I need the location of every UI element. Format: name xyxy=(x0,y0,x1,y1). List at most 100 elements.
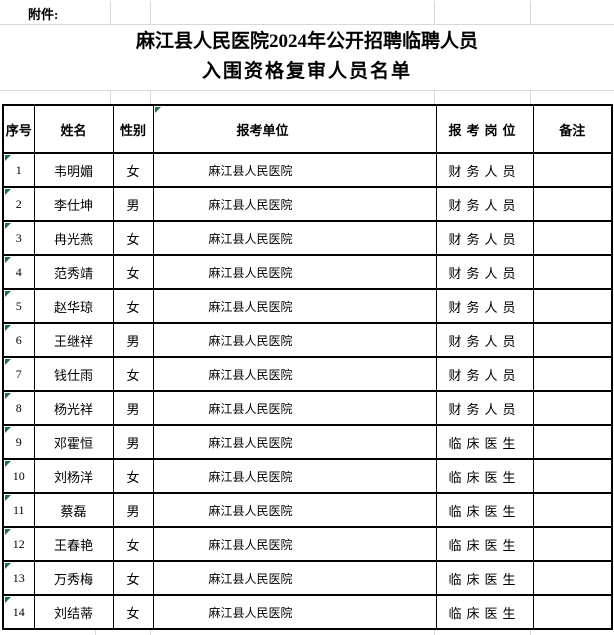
cell-name-value: 刘杨洋 xyxy=(53,469,93,485)
cell-position: 临床医生 xyxy=(435,458,534,494)
cell-unit-value: 麻江县人民医院 xyxy=(208,231,293,246)
cell-position-value: 临床医生 xyxy=(448,537,521,553)
cell-name: 刘杨洋 xyxy=(33,458,114,494)
cell-gender-value: 女 xyxy=(126,299,140,315)
gridline xyxy=(434,1,435,24)
gridline xyxy=(95,629,96,635)
cell-remark xyxy=(532,288,613,324)
gridline xyxy=(0,24,614,25)
cell-unit: 麻江县人民医院 xyxy=(152,356,437,392)
cell-position: 财务人员 xyxy=(435,152,534,188)
cell-name-value: 王春艳 xyxy=(53,537,93,553)
cell-gender: 男 xyxy=(112,390,154,426)
cell-no: 9 xyxy=(2,424,35,460)
cell-gender: 女 xyxy=(112,220,154,256)
cell-gender-value: 男 xyxy=(126,197,140,213)
cell-name: 赵华琼 xyxy=(33,288,114,324)
cell-position-value: 财务人员 xyxy=(448,197,521,213)
cell-remark xyxy=(532,390,613,426)
cell-error-indicator-icon xyxy=(5,461,11,467)
cell-unit: 麻江县人民医院 xyxy=(152,186,437,222)
attachment-label: 附件: xyxy=(28,7,59,22)
cell-name: 范秀靖 xyxy=(33,254,114,290)
cell-name-value: 冉光燕 xyxy=(53,231,93,247)
cell-no-value: 11 xyxy=(12,502,25,517)
table-row: 4 范秀靖 女 麻江县人民医院 财务人员 xyxy=(2,254,613,290)
cell-name-value: 万秀梅 xyxy=(53,571,93,587)
cell-gender: 女 xyxy=(112,356,154,392)
cell-gender: 男 xyxy=(112,492,154,528)
cell-no-value: 4 xyxy=(15,264,22,279)
cell-gender-value: 男 xyxy=(126,333,140,349)
cell-name-value: 韦明媚 xyxy=(53,163,93,179)
cell-name: 钱仕雨 xyxy=(33,356,114,392)
cell-name: 万秀梅 xyxy=(33,560,114,596)
cell-no-value: 5 xyxy=(15,298,22,313)
gridline xyxy=(110,90,111,104)
cell-error-indicator-icon xyxy=(5,529,11,535)
cell-error-indicator-icon xyxy=(5,393,11,399)
cell-no-value: 3 xyxy=(15,230,22,245)
cell-unit-value: 麻江县人民医院 xyxy=(208,265,293,280)
cell-name-value: 刘结蒂 xyxy=(53,605,93,621)
table-row: 3 冉光燕 女 麻江县人民医院 财务人员 xyxy=(2,220,613,256)
column-header-unit: 报考单位 xyxy=(152,104,437,154)
cell-position: 财务人员 xyxy=(435,220,534,256)
cell-position-value: 财务人员 xyxy=(448,367,521,383)
cell-gender: 女 xyxy=(112,288,154,324)
table-row: 13 万秀梅 女 麻江县人民医院 临床医生 xyxy=(2,560,613,596)
column-header-position: 报考岗位 xyxy=(435,104,534,154)
cell-no-value: 7 xyxy=(15,366,22,381)
cell-no-value: 1 xyxy=(15,162,22,177)
document-title-line1: 麻江县人民医院2024年公开招聘临聘人员 xyxy=(135,31,478,52)
cell-unit-value: 麻江县人民医院 xyxy=(208,435,293,450)
cell-unit: 麻江县人民医院 xyxy=(152,322,437,358)
cell-gender-value: 女 xyxy=(126,571,140,587)
cell-gender: 女 xyxy=(112,458,154,494)
cell-error-indicator-icon xyxy=(5,597,11,603)
cell-unit-value: 麻江县人民医院 xyxy=(208,163,293,178)
cell-name-value: 邓霍恒 xyxy=(53,435,93,451)
gridline xyxy=(110,1,111,24)
cell-position: 财务人员 xyxy=(435,322,534,358)
cell-remark xyxy=(532,322,613,358)
table-row: 9 邓霍恒 男 麻江县人民医院 临床医生 xyxy=(2,424,613,460)
cell-gender-value: 女 xyxy=(126,231,140,247)
cell-name-value: 蔡磊 xyxy=(60,503,87,519)
gridline xyxy=(530,629,531,635)
document-title: 麻江县人民医院2024年公开招聘临聘人员 入围资格复审人员名单 xyxy=(0,27,614,87)
cell-unit-value: 麻江县人民医院 xyxy=(208,333,293,348)
cell-position: 临床医生 xyxy=(435,526,534,562)
cell-gender: 女 xyxy=(112,526,154,562)
table-row: 10 刘杨洋 女 麻江县人民医院 临床医生 xyxy=(2,458,613,494)
cell-gender-value: 女 xyxy=(126,265,140,281)
cell-unit-value: 麻江县人民医院 xyxy=(208,503,293,518)
cell-unit: 麻江县人民医院 xyxy=(152,594,437,630)
gridline xyxy=(530,90,531,104)
cell-error-indicator-icon xyxy=(154,107,161,113)
cell-gender-value: 女 xyxy=(126,367,140,383)
cell-remark xyxy=(532,492,613,528)
cell-gender: 男 xyxy=(112,186,154,222)
cell-no: 13 xyxy=(2,560,35,596)
cell-unit: 麻江县人民医院 xyxy=(152,288,437,324)
cell-no: 7 xyxy=(2,356,35,392)
cell-position-value: 财务人员 xyxy=(448,231,521,247)
cell-unit: 麻江县人民医院 xyxy=(152,560,437,596)
cell-unit-value: 麻江县人民医院 xyxy=(208,537,293,552)
cell-error-indicator-icon xyxy=(5,189,11,195)
cell-name: 蔡磊 xyxy=(33,492,114,528)
table-row: 6 王继祥 男 麻江县人民医院 财务人员 xyxy=(2,322,613,358)
cell-gender-value: 女 xyxy=(126,605,140,621)
table-row: 5 赵华琼 女 麻江县人民医院 财务人员 xyxy=(2,288,613,324)
cell-gender-value: 男 xyxy=(126,435,140,451)
cell-no: 1 xyxy=(2,152,35,188)
cell-gender: 女 xyxy=(112,594,154,630)
table-row: 1 韦明媚 女 麻江县人民医院 财务人员 xyxy=(2,152,613,188)
cell-position-value: 财务人员 xyxy=(448,299,521,315)
table-row: 2 李仕坤 男 麻江县人民医院 财务人员 xyxy=(2,186,613,222)
gridline xyxy=(530,1,531,24)
cell-remark xyxy=(532,560,613,596)
column-header-remark: 备注 xyxy=(532,104,613,154)
